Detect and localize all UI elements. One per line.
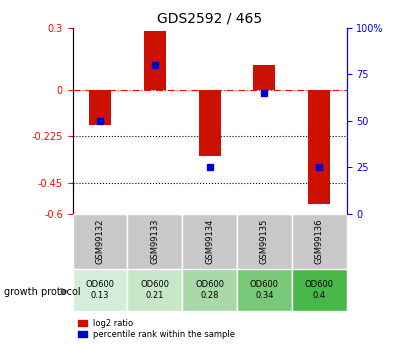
Bar bbox=[237, 269, 292, 310]
Bar bbox=[292, 214, 347, 269]
Bar bbox=[237, 214, 292, 269]
Bar bbox=[127, 269, 182, 310]
Text: GSM99134: GSM99134 bbox=[205, 219, 214, 264]
Bar bbox=[182, 214, 237, 269]
Text: GSM99132: GSM99132 bbox=[96, 219, 104, 264]
Bar bbox=[199, 90, 220, 156]
Bar bbox=[127, 214, 182, 269]
Text: GSM99133: GSM99133 bbox=[150, 219, 159, 264]
Bar bbox=[73, 269, 127, 310]
Bar bbox=[308, 90, 330, 204]
Text: OD600
0.4: OD600 0.4 bbox=[305, 280, 334, 300]
Bar bbox=[182, 269, 237, 310]
Bar bbox=[253, 65, 275, 90]
Bar bbox=[144, 31, 166, 90]
Legend: log2 ratio, percentile rank within the sample: log2 ratio, percentile rank within the s… bbox=[77, 317, 237, 341]
Text: GSM99136: GSM99136 bbox=[315, 219, 324, 264]
Text: growth protocol: growth protocol bbox=[4, 287, 81, 296]
Text: OD600
0.13: OD600 0.13 bbox=[85, 280, 114, 300]
Text: OD600
0.34: OD600 0.34 bbox=[250, 280, 279, 300]
Text: OD600
0.28: OD600 0.28 bbox=[195, 280, 224, 300]
Text: GSM99135: GSM99135 bbox=[260, 219, 269, 264]
Bar bbox=[73, 214, 127, 269]
Title: GDS2592 / 465: GDS2592 / 465 bbox=[157, 11, 262, 25]
Bar bbox=[292, 269, 347, 310]
Bar bbox=[89, 90, 111, 125]
Text: OD600
0.21: OD600 0.21 bbox=[140, 280, 169, 300]
